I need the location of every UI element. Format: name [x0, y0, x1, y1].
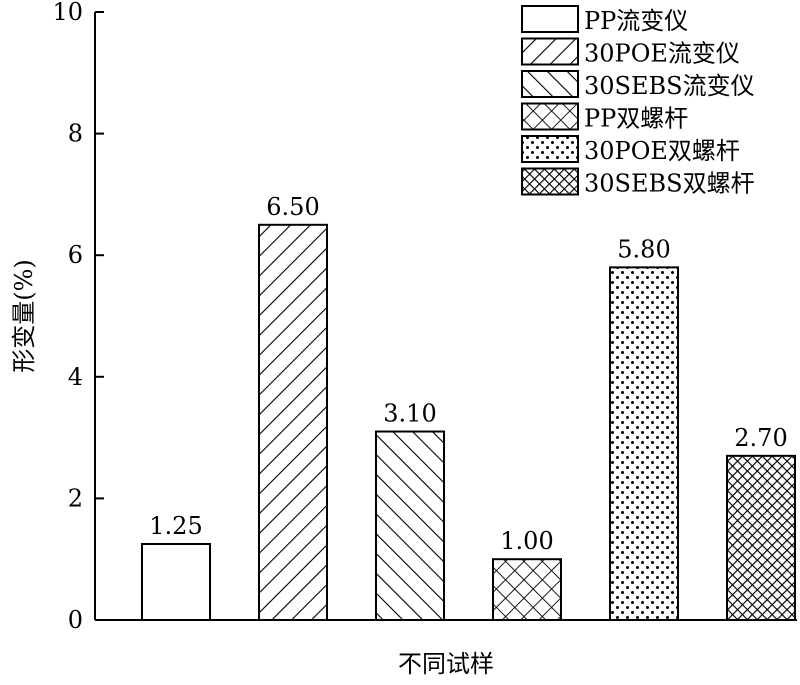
bar-value-label: 6.50: [266, 193, 319, 221]
bar: [375, 430, 445, 621]
bar-value-label: 3.10: [383, 400, 436, 428]
y-tick-label: 10: [52, 0, 83, 26]
bar: [726, 454, 796, 621]
y-tick-label: 6: [68, 241, 83, 269]
legend-swatch: [521, 37, 579, 66]
y-tick-label: 0: [68, 606, 83, 634]
bar: [258, 223, 328, 622]
bar-value-label: 1.00: [500, 527, 553, 555]
legend-swatch: [521, 102, 579, 131]
bar: [141, 543, 211, 621]
x-axis-label: 不同试样: [398, 650, 494, 678]
y-axis-ticks: 0 2 4 6 8 10: [52, 0, 104, 634]
legend-swatch: [521, 135, 579, 163]
y-axis-label: 形变量(%): [10, 259, 38, 373]
bar-value-label: 5.80: [617, 235, 670, 263]
y-tick-label: 8: [68, 120, 83, 148]
bar-value-label: 2.70: [734, 424, 787, 452]
legend-label: 30POE流变仪: [584, 40, 740, 68]
bar-value-label: 1.25: [149, 512, 202, 540]
legend-swatch: [521, 70, 579, 98]
legend-swatch: [521, 167, 579, 196]
bars: 1.25 6.50 3.10 1.00 5.80 2.70: [141, 193, 796, 622]
y-tick-label: 4: [68, 363, 83, 391]
legend-label: PP流变仪: [584, 7, 688, 35]
bar: [609, 266, 679, 621]
y-tick-label: 2: [68, 484, 83, 512]
legend-label: PP双螺杆: [584, 105, 688, 133]
legend-swatch: [521, 5, 579, 33]
legend-label: 30SEBS流变仪: [584, 72, 755, 100]
legend: PP流变仪 30POE流变仪 30SEBS流变仪 PP双螺杆 30POE双螺杆 30SEB…: [521, 5, 755, 198]
bar: [492, 558, 562, 622]
legend-label: 30POE双螺杆: [584, 137, 740, 165]
legend-label: 30SEBS双螺杆: [584, 170, 755, 198]
